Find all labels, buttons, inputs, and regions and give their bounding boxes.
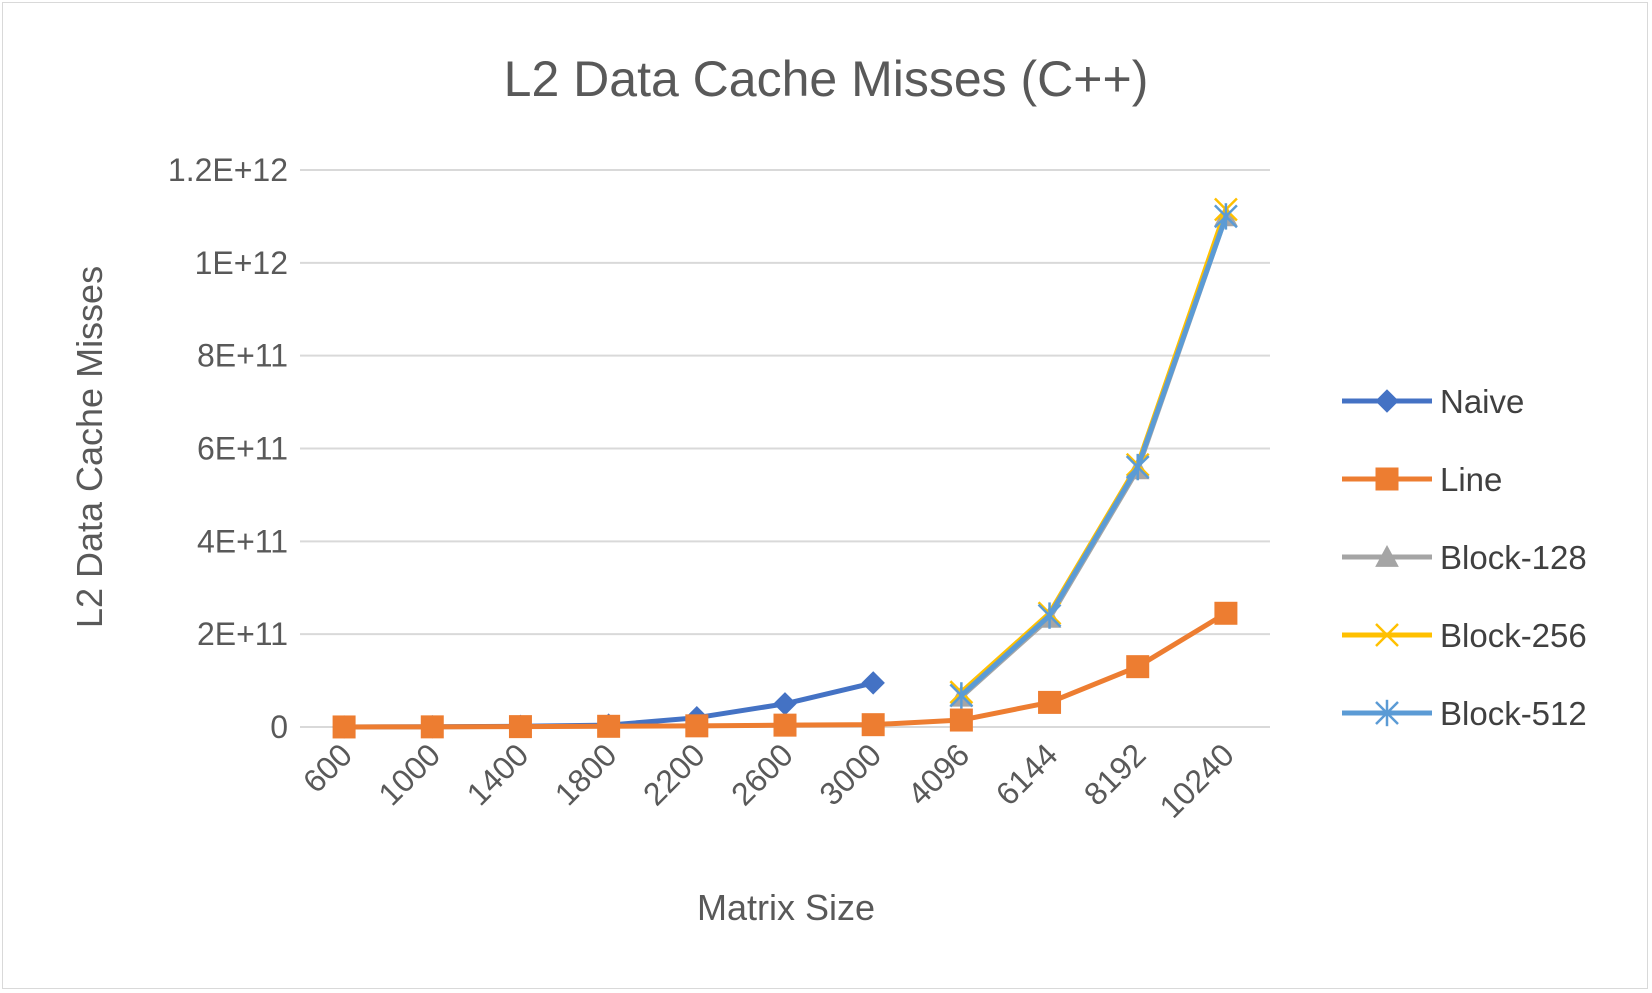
y-axis-title: L2 Data Cache Misses <box>69 266 110 628</box>
x-tick-label: 1400 <box>460 736 536 812</box>
y-tick-label: 0 <box>270 709 288 745</box>
x-axis-title: Matrix Size <box>697 887 875 928</box>
series-line <box>332 601 1238 739</box>
y-axis-ticks: 0 2E+11 4E+11 6E+11 8E+11 1E+12 1.2E+12 <box>168 152 288 745</box>
data-point-marker <box>1375 699 1399 727</box>
y-tick-label: 4E+11 <box>197 523 288 559</box>
x-tick-label: 4096 <box>901 736 977 812</box>
legend-label: Naive <box>1440 383 1524 420</box>
data-point-marker <box>420 715 444 739</box>
y-tick-label: 2E+11 <box>197 616 288 652</box>
data-point-marker <box>1038 690 1062 714</box>
gridlines <box>300 169 1270 728</box>
y-tick-label: 6E+11 <box>197 431 288 467</box>
data-point-marker <box>1214 601 1238 625</box>
data-point-marker <box>1375 544 1399 567</box>
data-point-marker <box>773 713 797 737</box>
x-tick-label: 10240 <box>1152 736 1240 824</box>
x-tick-label: 1800 <box>548 736 624 812</box>
series-line <box>958 213 1229 698</box>
y-tick-label: 1.2E+12 <box>168 152 288 188</box>
legend-label: Line <box>1440 461 1502 498</box>
x-tick-label: 8192 <box>1077 736 1153 812</box>
data-point-marker <box>949 708 973 732</box>
y-tick-label: 8E+11 <box>197 338 288 374</box>
y-tick-label: 1E+12 <box>195 245 288 281</box>
legend-item-naive: Naive <box>1342 383 1524 420</box>
data-point-marker <box>1126 655 1150 679</box>
legend-item-block-128: Block-128 <box>1342 539 1587 576</box>
legend-item-block-256: Block-256 <box>1342 617 1587 654</box>
data-point-marker <box>597 714 621 738</box>
legend-label: Block-512 <box>1440 695 1587 732</box>
data-point-marker <box>861 713 885 737</box>
data-point-marker <box>1125 453 1150 481</box>
x-tick-label: 1000 <box>371 736 447 812</box>
marker-stroke <box>1375 623 1399 647</box>
data-point-marker <box>773 692 797 716</box>
data-point-marker <box>332 715 356 739</box>
data-point-marker <box>1214 203 1238 230</box>
x-tick-label: 2200 <box>636 736 712 812</box>
x-tick-label: 6144 <box>989 736 1065 812</box>
legend-label: Block-256 <box>1440 617 1587 654</box>
data-point-marker <box>508 715 532 739</box>
x-tick-label: 600 <box>296 736 359 799</box>
legend-label: Block-128 <box>1440 539 1587 576</box>
x-axis-ticks: 600 1000 1400 1800 2200 2600 3000 4096 6144 8192 1… <box>296 736 1241 824</box>
series-line <box>958 206 1229 695</box>
data-point-marker <box>949 682 974 709</box>
legend-item-line: Line <box>1342 461 1502 498</box>
legend-item-block-512: Block-512 <box>1342 695 1587 732</box>
series-block-256 <box>949 197 1238 705</box>
data-point-marker <box>685 714 709 738</box>
x-tick-label: 2600 <box>724 736 800 812</box>
legend: Naive Line Block-128 Block-256 Block-512 <box>1342 383 1587 732</box>
data-point-marker <box>1375 623 1399 647</box>
data-point-marker <box>1037 602 1062 629</box>
series-layer <box>332 197 1238 739</box>
chart-title: L2 Data Cache Misses (C++) <box>504 51 1149 107</box>
series-block-512 <box>949 203 1238 709</box>
data-point-marker <box>1375 389 1399 413</box>
data-point-marker <box>861 671 885 695</box>
x-tick-label: 3000 <box>812 736 888 812</box>
series-line <box>958 213 1229 700</box>
data-point-marker <box>1375 467 1399 491</box>
